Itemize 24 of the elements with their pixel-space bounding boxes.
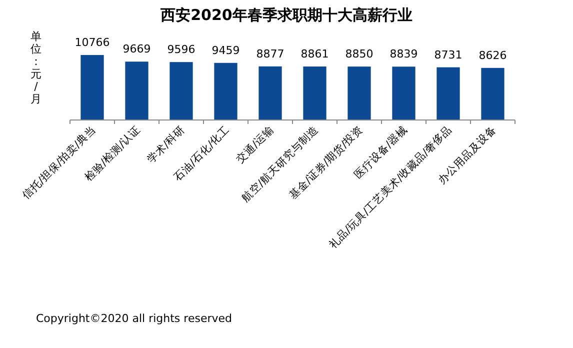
data-label: 8861 [300, 48, 329, 60]
text: Copyright©2020 all rights reserved [36, 312, 232, 325]
data-label: 8850 [345, 48, 374, 61]
data-label: 8839 [390, 48, 418, 61]
data-label: 8626 [478, 48, 507, 62]
bar [303, 66, 326, 120]
bar [436, 67, 460, 120]
x-tick-label: 交通/运输 [234, 122, 276, 166]
data-label: 8731 [434, 48, 462, 62]
bar [392, 66, 416, 120]
bar [348, 66, 371, 120]
y-axis-title: 单位：元/月 [30, 30, 42, 106]
chart-title: 西安2020年春季求职期十大高薪行业 [160, 6, 412, 24]
bar [258, 66, 282, 120]
data-label: 9459 [212, 44, 240, 57]
bar [125, 62, 148, 120]
bar [80, 55, 104, 120]
data-label: 9596 [167, 43, 196, 56]
data-label: 9669 [122, 42, 151, 56]
data-label: 10766 [74, 36, 110, 49]
bar [214, 62, 238, 120]
bar [170, 62, 193, 120]
data-label: 8877 [256, 47, 284, 60]
bar [481, 68, 504, 120]
